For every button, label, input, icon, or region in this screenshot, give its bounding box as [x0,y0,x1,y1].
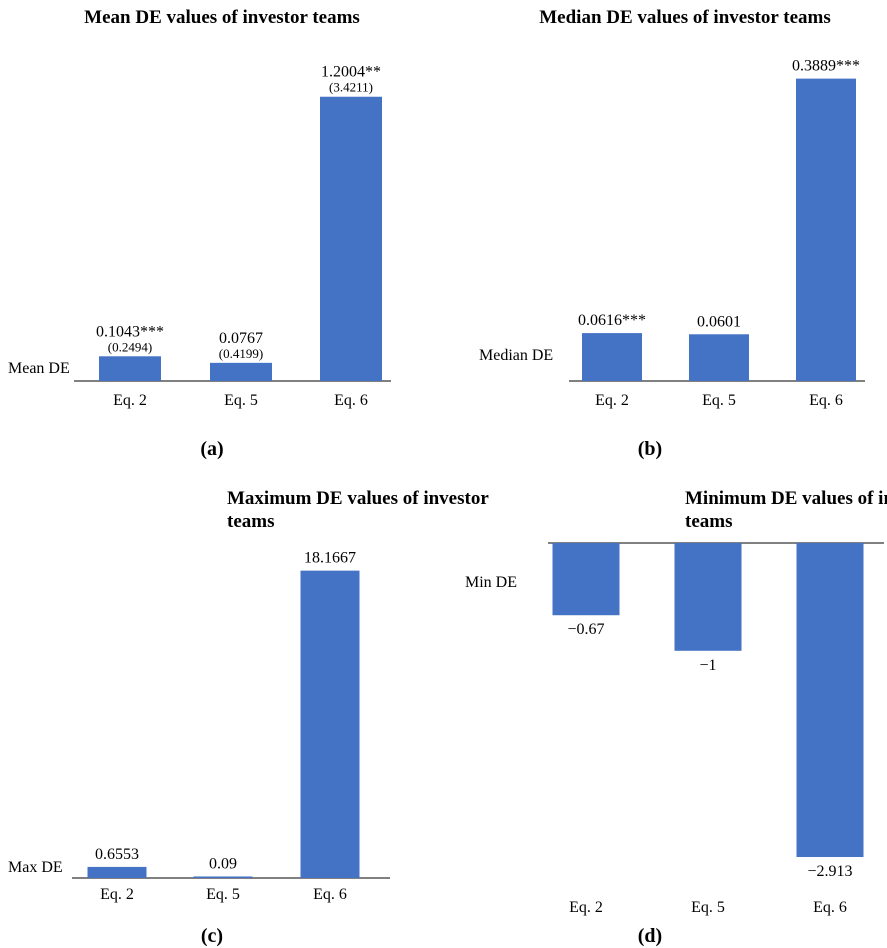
x-tick-label: Eq. 2 [595,392,629,409]
x-tick-label: Eq. 5 [691,899,725,916]
plot-area-b: 0.0616*** Eq. 2 0.0601 Eq. 5 0.3889*** Eq. 6 [569,58,865,409]
plot-area-d: −0.67 Eq. 2 −1 Eq. 5 −2.913 Eq. 6 [548,542,884,916]
plot-area-c: 0.6553 Eq. 2 0.09 Eq. 5 18.1667 Eq. 6 [72,550,390,903]
data-label: 18.1667 [304,550,356,567]
x-tick-label: Eq. 2 [100,886,134,903]
y-axis-label-c: Max DE [8,859,63,876]
x-tick-label: Eq. 6 [334,392,368,409]
y-axis-label-b: Median DE [479,347,553,364]
x-tick-label: Eq. 2 [113,392,147,409]
data-label: 0.0601 [697,313,741,330]
plot-area-a: 0.1043***(0.2494) Eq. 2 0.0767(0.4199) Eq. … [74,64,391,409]
data-sublabel: (3.4211) [329,80,373,95]
data-sublabel: (0.2494) [108,339,152,354]
bar-eq-6 [320,96,382,382]
bar-eq-5 [193,876,253,878]
data-label: −1 [699,657,716,674]
data-label: 0.09 [209,855,237,872]
bar-eq-6 [300,570,360,878]
x-tick-label: Eq. 6 [313,886,347,903]
chart-title-b: Median DE values of investor teams [539,7,831,28]
data-label: 0.1043*** [96,323,164,340]
panel-label-b: (b) [638,438,662,460]
chart-panel-b: Median DE values of investor teams Media… [479,7,865,460]
x-tick-label: Eq. 6 [813,899,847,916]
chart-panel-a: Mean DE values of investor teams Mean DE… [8,7,391,460]
y-axis-label-d: Min DE [465,574,517,591]
panel-label-a: (a) [200,438,223,460]
data-label: −2.913 [807,863,852,880]
data-label: 1.2004** [321,64,381,81]
bar-eq-5 [210,362,272,381]
x-tick-label: Eq. 6 [809,392,843,409]
data-label: 0.0616*** [578,312,646,329]
x-tick-label: Eq. 5 [206,886,240,903]
data-label: 0.3889*** [792,58,860,75]
y-axis-label-a: Mean DE [8,360,70,377]
data-sublabel: (0.4199) [219,346,263,361]
chart-title-c: Maximum DE values of investor teams [227,488,493,532]
panel-label-d: (d) [638,925,662,947]
data-label: −0.67 [567,621,604,638]
x-tick-label: Eq. 5 [702,392,736,409]
chart-panel-d: Minimum DE values of investor teams Min … [465,488,887,947]
chart-title-d: Minimum DE values of investor teams [685,488,887,532]
x-tick-label: Eq. 2 [569,899,603,916]
bar-eq-2 [552,543,620,616]
data-label: 0.0767 [219,330,263,347]
bar-eq-2 [582,333,642,381]
x-tick-label: Eq. 5 [224,392,258,409]
bar-eq-5 [674,543,742,651]
bar-eq-6 [796,78,856,381]
data-label: 0.6553 [95,846,139,863]
bar-eq-2 [99,356,161,381]
bar-eq-5 [689,334,749,381]
bar-eq-2 [87,866,147,878]
chart-panel-c: Maximum DE values of investor teams Max … [8,488,493,947]
panel-label-c: (c) [201,925,223,947]
chart-title-a: Mean DE values of investor teams [84,7,360,28]
bar-eq-6 [796,543,864,858]
